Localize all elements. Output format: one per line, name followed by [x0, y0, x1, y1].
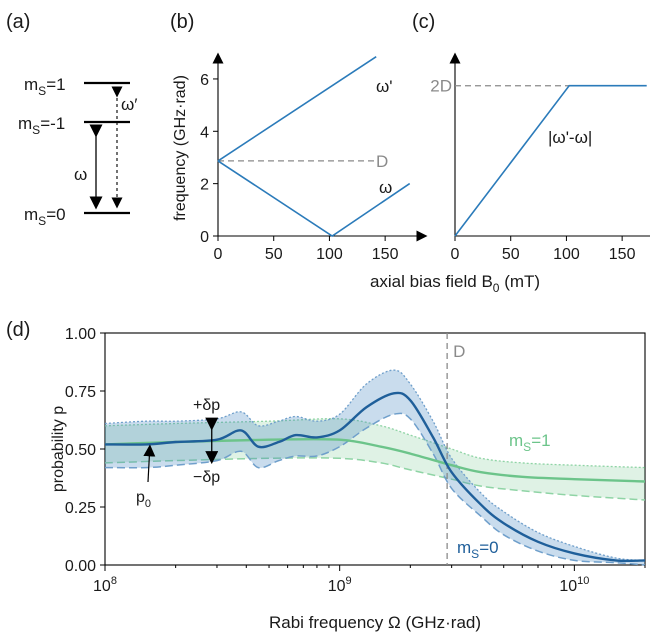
panel-b-ytick-label: 2: [200, 177, 209, 194]
panel-c-xtick-label: 0: [451, 246, 460, 263]
panel-c-chart: 0 50 100 150 2D |ω'-ω|: [430, 52, 650, 263]
ms1-series-label: mS=1: [509, 431, 551, 454]
panel-b-omega-prime-label: ω': [376, 77, 393, 96]
panel-d-xtick-label: 109: [328, 575, 352, 595]
panel-d-ytick-label: 0.25: [65, 500, 96, 517]
panel-c-xtick-label: 100: [553, 246, 580, 263]
p0-arrow: [143, 444, 156, 483]
panel-d-ytick-label: 0.00: [65, 558, 96, 575]
panel-d-xtick-label: 1010: [559, 575, 589, 595]
panel-d-upper-ms0: [104, 369, 646, 562]
panel-d-D-label: D: [453, 342, 465, 361]
panel-d-ytick-label: 0.50: [65, 442, 96, 459]
omega-label: ω: [74, 165, 87, 184]
panel-d-y-label: probability p: [50, 406, 67, 492]
panel-d-ytick-label: 1.00: [65, 326, 96, 343]
panel-b-xtick-label: 50: [265, 246, 283, 263]
panel-c-diff-line: [454, 84, 647, 237]
panel-b-xtick-label: 100: [316, 246, 343, 263]
panel-label-a: (a): [6, 11, 30, 33]
panel-label-b: (b): [170, 11, 194, 33]
panel-b-omega-label: ω: [379, 178, 392, 197]
panel-d-lower-ms0: [104, 412, 646, 566]
panel-d-line-ms0: [104, 391, 646, 563]
panel-d-x-label: Rabi frequency Ω (GHz·rad): [269, 613, 481, 632]
plus-delta-p-label: +δp: [193, 397, 220, 414]
omega-prime-label: ω′: [121, 95, 137, 114]
level-label-ms1: mS=1: [24, 75, 66, 98]
panel-d-upper-ms1: [104, 418, 646, 469]
panel-d-lower-ms1: [104, 457, 646, 501]
panel-d-line-ms1: [104, 437, 646, 483]
level-label-ms0: mS=0: [24, 205, 66, 228]
panel-d-band-ms1: [105, 418, 645, 500]
panel-b-ytick-label: 6: [200, 72, 209, 89]
panel-c-xtick-label: 50: [502, 246, 520, 263]
panel-b-omega-prime-line: [217, 56, 377, 162]
panel-b-y-label: frequency (GHz·rad): [172, 75, 189, 221]
panel-label-d: (d): [6, 319, 30, 341]
panel-c-2D-label: 2D: [430, 77, 452, 96]
panel-a-level-diagram: mS=1 mS=-1 mS=0 ω ω′: [18, 75, 137, 228]
panel-b-xtick-label: 0: [214, 246, 223, 263]
minus-delta-p-label: −δp: [193, 469, 220, 486]
panel-label-c: (c): [412, 11, 435, 33]
panel-d-ytick-label: 0.75: [65, 384, 96, 401]
ms0-series-label: mS=0: [457, 538, 499, 561]
panel-b-omega-line: [217, 160, 411, 237]
panel-d-xtick-label: 108: [93, 575, 117, 595]
panel-b-xtick-label: 150: [372, 246, 399, 263]
panel-d-chart: D 0.00 0.25 0.50 0.75 1.00 108 109 1010 probab…: [50, 326, 646, 632]
p0-label: p0: [136, 489, 151, 510]
panel-c-xtick-label: 150: [609, 246, 636, 263]
level-label-ms-1: mS=-1: [18, 114, 65, 137]
panel-b-D-label: D: [376, 152, 388, 171]
panel-c-diff-label: |ω'-ω|: [548, 128, 592, 147]
panel-b-ytick-label: 0: [200, 229, 209, 246]
panel-b-chart: 0 2 4 6 0 50 100 150 D ω' ω frequency (GHz·rad…: [172, 52, 428, 263]
panel-d-band-ms0: [105, 370, 645, 565]
panel-b-ytick-label: 4: [200, 124, 209, 141]
bias-field-x-label: axial bias field B0 (mT): [370, 272, 540, 295]
